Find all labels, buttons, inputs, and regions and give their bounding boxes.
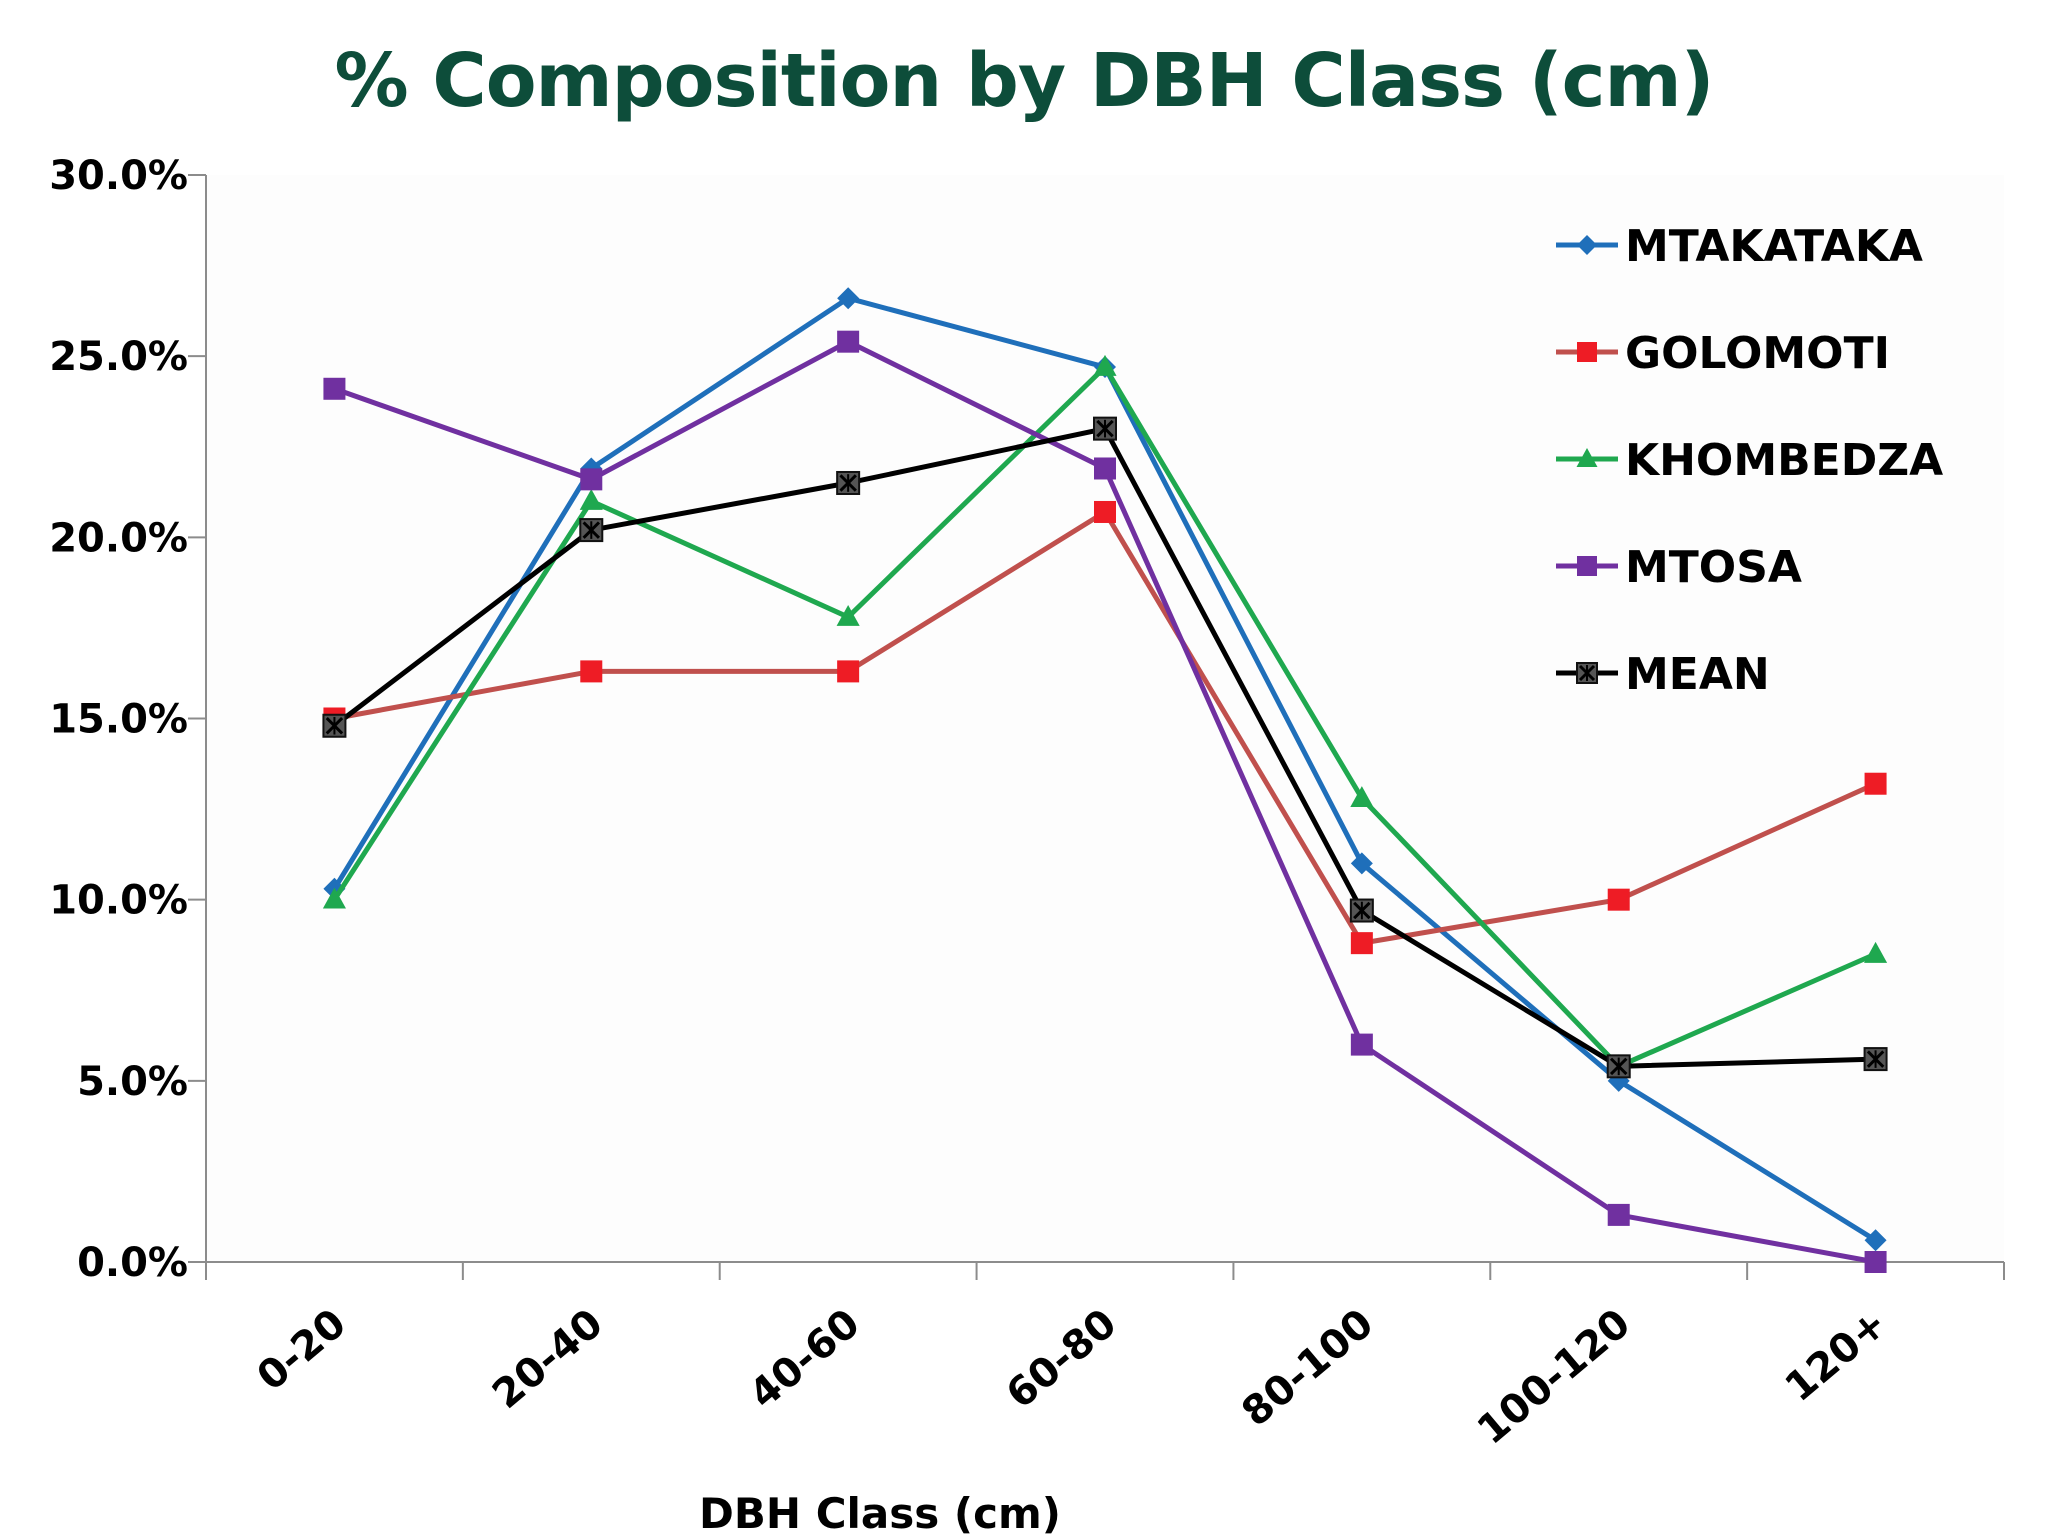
data-point: [836, 470, 861, 495]
data-point: [1864, 1251, 1887, 1273]
data-point: [1607, 888, 1630, 911]
legend-label: MTAKATAKA: [1625, 221, 1923, 272]
data-point: [1093, 416, 1117, 441]
x-tick-label: 0-20: [249, 1300, 355, 1400]
data-point: [837, 287, 860, 310]
data-point: [579, 518, 604, 543]
data-point: [1093, 354, 1117, 376]
y-tick-label: 25.0%: [49, 334, 188, 380]
y-tick-label: 30.0%: [49, 153, 188, 199]
data-point: [1577, 235, 1597, 255]
series-layer: [322, 287, 1888, 1273]
legend-item-mtakataka: MTAKATAKA: [1556, 221, 1923, 272]
data-point: [1094, 457, 1116, 480]
x-tick-label: 120+: [1777, 1300, 1896, 1410]
legend-item-khombedza: KHOMBEDZA: [1556, 435, 1943, 486]
data-point: [837, 330, 860, 353]
x-tick-label: 60-80: [998, 1300, 1126, 1417]
data-point: [323, 377, 346, 400]
y-tick-label: 0.0%: [77, 1240, 188, 1286]
x-tick-label: 80-100: [1233, 1300, 1382, 1435]
data-point: [1864, 1229, 1887, 1252]
y-tick-label: 10.0%: [49, 878, 188, 924]
x-axis-ticks: 0-20 20-40 40-60 60-80 80-100 100-120 120+: [205, 1262, 2005, 1454]
y-tick-label: 15.0%: [49, 697, 188, 743]
data-point: [1864, 772, 1887, 795]
series-mtosa: [323, 330, 1887, 1273]
data-point: [1576, 662, 1598, 684]
data-point: [1094, 500, 1116, 523]
data-point: [836, 604, 860, 626]
legend-label: GOLOMOTI: [1625, 328, 1890, 379]
x-tick-label: 100-120: [1469, 1300, 1639, 1453]
data-point: [580, 660, 603, 683]
x-axis-title: DBH Class (cm): [699, 1489, 1061, 1536]
data-point: [1577, 556, 1597, 576]
data-point: [1576, 448, 1598, 467]
data-point: [837, 660, 860, 683]
legend-label: MTOSA: [1625, 542, 1802, 593]
y-axis-ticks: 0.0% 5.0% 10.0% 15.0% 20.0% 25.0% 30.0%: [49, 153, 206, 1286]
data-point: [1350, 852, 1373, 875]
x-tick-label: 20-40: [484, 1300, 612, 1417]
y-tick-label: 20.0%: [49, 515, 188, 561]
legend-label: KHOMBEDZA: [1625, 435, 1943, 486]
data-point: [1577, 342, 1597, 362]
data-point: [322, 887, 346, 909]
data-point: [1350, 786, 1374, 808]
series-mean: [322, 416, 1888, 1079]
data-point: [1350, 932, 1373, 955]
x-tick-label: 40-60: [741, 1300, 869, 1417]
data-point: [1864, 941, 1888, 963]
y-tick-label: 5.0%: [77, 1059, 188, 1105]
data-point: [579, 489, 603, 510]
legend: MTAKATAKA GOLOMOTI KHOMBEDZA MTOSA MEAN: [1556, 221, 1943, 700]
data-point: [1607, 1203, 1630, 1226]
data-point: [1350, 1033, 1373, 1056]
data-point: [1863, 1047, 1888, 1072]
data-point: [322, 713, 347, 738]
legend-item-golomoti: GOLOMOTI: [1556, 328, 1890, 379]
chart-title: % Composition by DBH Class (cm): [334, 38, 1715, 124]
legend-item-mtosa: MTOSA: [1556, 542, 1802, 593]
data-point: [1349, 898, 1374, 923]
legend-item-mean: MEAN: [1556, 649, 1770, 700]
data-point: [1606, 1054, 1631, 1079]
legend-label: MEAN: [1625, 649, 1770, 700]
data-point: [580, 468, 603, 491]
